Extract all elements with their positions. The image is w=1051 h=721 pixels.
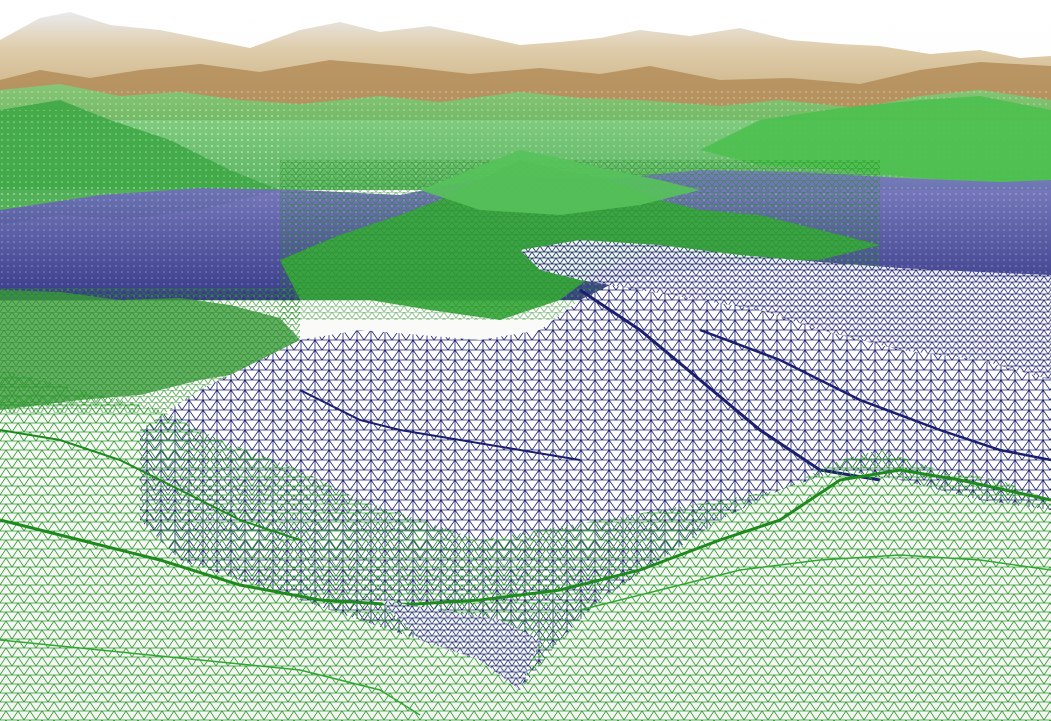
near-green-ridge-line-4 [0,639,421,716]
near-green-ridge-line-2 [0,429,301,541]
near-green-ridge-line-3 [579,554,1051,611]
blue-ridge-line-2 [699,328,1051,462]
near-green-ridge-line [0,468,1051,607]
right-green-ridge [700,96,1051,190]
green-hill-top [420,150,700,215]
valley-bottom-blue [380,600,540,690]
blue-valley-dense [520,240,1051,380]
near-green-wireframe [0,370,1051,721]
blue-ridge-line-3 [299,389,581,461]
